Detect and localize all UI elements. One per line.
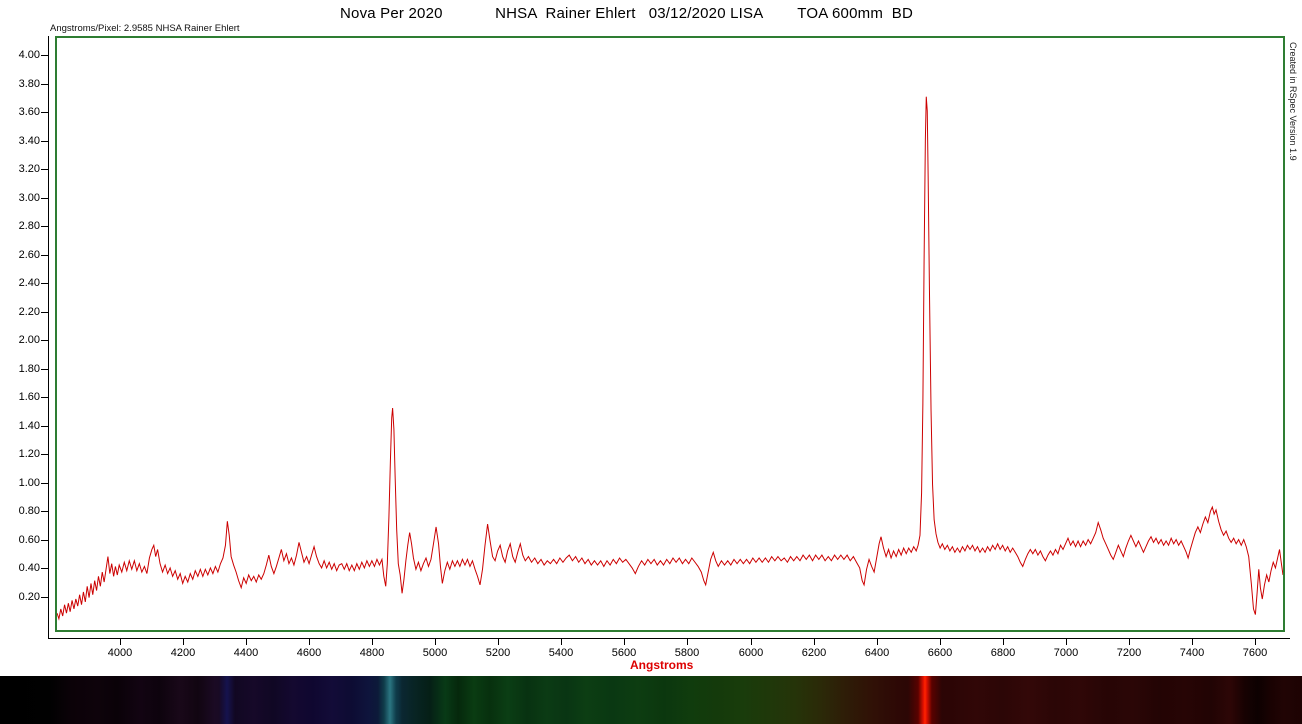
x-tick bbox=[309, 638, 310, 645]
y-tick bbox=[41, 112, 48, 113]
y-tick-label: 1.80 bbox=[18, 363, 40, 375]
y-tick-label: 4.00 bbox=[18, 49, 40, 61]
x-tick bbox=[435, 638, 436, 645]
x-tick bbox=[1192, 638, 1193, 645]
y-tick-label: 3.60 bbox=[18, 106, 40, 118]
y-tick-label: 1.60 bbox=[18, 391, 40, 403]
y-tick-label: 2.60 bbox=[18, 249, 40, 261]
x-tick bbox=[814, 638, 815, 645]
x-tick bbox=[1255, 638, 1256, 645]
x-tick bbox=[624, 638, 625, 645]
plot-area bbox=[55, 36, 1285, 632]
x-tick-label: 7000 bbox=[1053, 647, 1079, 659]
x-tick-label: 7200 bbox=[1116, 647, 1142, 659]
y-tick-label: 2.40 bbox=[18, 277, 40, 289]
x-tick bbox=[877, 638, 878, 645]
y-tick-label: 3.40 bbox=[18, 135, 40, 147]
y-axis-line bbox=[48, 36, 49, 638]
y-tick bbox=[41, 540, 48, 541]
y-tick bbox=[41, 426, 48, 427]
x-tick bbox=[751, 638, 752, 645]
x-tick-label: 6000 bbox=[738, 647, 764, 659]
x-tick-label: 6600 bbox=[927, 647, 953, 659]
x-tick bbox=[120, 638, 121, 645]
x-tick bbox=[1066, 638, 1067, 645]
y-tick bbox=[41, 141, 48, 142]
x-tick-label: 5400 bbox=[548, 647, 574, 659]
x-tick bbox=[372, 638, 373, 645]
y-tick-label: 3.80 bbox=[18, 78, 40, 90]
y-tick bbox=[41, 397, 48, 398]
x-tick-label: 5000 bbox=[422, 647, 448, 659]
y-tick bbox=[41, 226, 48, 227]
y-tick bbox=[41, 511, 48, 512]
y-tick bbox=[41, 84, 48, 85]
y-tick-label: 0.80 bbox=[18, 505, 40, 517]
x-tick-label: 5600 bbox=[611, 647, 637, 659]
x-tick-label: 4000 bbox=[107, 647, 133, 659]
h-gamma-emission-band bbox=[219, 676, 235, 724]
x-tick-label: 5200 bbox=[485, 647, 511, 659]
y-tick-label: 3.00 bbox=[18, 192, 40, 204]
x-tick bbox=[498, 638, 499, 645]
spectrum-strip bbox=[0, 676, 1302, 724]
x-tick bbox=[940, 638, 941, 645]
y-tick-label: 0.60 bbox=[18, 534, 40, 546]
angstroms-per-pixel-label: Angstroms/Pixel: 2.9585 NHSA Rainer Ehle… bbox=[50, 23, 240, 34]
y-tick bbox=[41, 597, 48, 598]
y-tick-label: 0.40 bbox=[18, 562, 40, 574]
x-tick-label: 6200 bbox=[801, 647, 827, 659]
y-tick bbox=[41, 568, 48, 569]
x-tick-label: 4400 bbox=[233, 647, 259, 659]
y-tick bbox=[41, 169, 48, 170]
x-tick-label: 7400 bbox=[1179, 647, 1205, 659]
y-tick-label: 3.20 bbox=[18, 163, 40, 175]
y-tick bbox=[41, 369, 48, 370]
y-tick bbox=[41, 340, 48, 341]
chart-title: Nova Per 2020 NHSA Rainer Ehlert 03/12/2… bbox=[340, 5, 913, 22]
y-tick bbox=[41, 283, 48, 284]
x-tick-label: 7600 bbox=[1242, 647, 1268, 659]
x-tick-label: 5800 bbox=[674, 647, 700, 659]
x-tick bbox=[561, 638, 562, 645]
x-axis-line bbox=[48, 638, 1290, 639]
y-tick-label: 0.20 bbox=[18, 591, 40, 603]
y-tick-label: 2.80 bbox=[18, 220, 40, 232]
y-tick-label: 1.00 bbox=[18, 477, 40, 489]
x-axis-title: Angstroms bbox=[630, 658, 694, 672]
x-tick-label: 6800 bbox=[990, 647, 1016, 659]
x-tick bbox=[687, 638, 688, 645]
h-alpha-emission-band bbox=[908, 676, 942, 724]
x-tick-label: 6400 bbox=[864, 647, 890, 659]
y-tick-label: 2.00 bbox=[18, 334, 40, 346]
spectrum-trace bbox=[57, 96, 1283, 621]
y-tick bbox=[41, 55, 48, 56]
y-tick bbox=[41, 454, 48, 455]
y-tick bbox=[41, 255, 48, 256]
x-tick-label: 4800 bbox=[359, 647, 385, 659]
x-tick bbox=[183, 638, 184, 645]
x-tick bbox=[1129, 638, 1130, 645]
y-tick bbox=[41, 483, 48, 484]
rspec-version-label: Created in RSpec Version 1.9 bbox=[1288, 42, 1298, 161]
x-tick-label: 4200 bbox=[170, 647, 196, 659]
y-tick-label: 1.20 bbox=[18, 448, 40, 460]
y-tick bbox=[41, 312, 48, 313]
h-beta-emission-band bbox=[378, 676, 402, 724]
y-tick-label: 2.20 bbox=[18, 306, 40, 318]
x-tick bbox=[1003, 638, 1004, 645]
y-tick-label: 1.40 bbox=[18, 420, 40, 432]
x-tick bbox=[246, 638, 247, 645]
x-tick-label: 4600 bbox=[296, 647, 322, 659]
y-tick bbox=[41, 198, 48, 199]
